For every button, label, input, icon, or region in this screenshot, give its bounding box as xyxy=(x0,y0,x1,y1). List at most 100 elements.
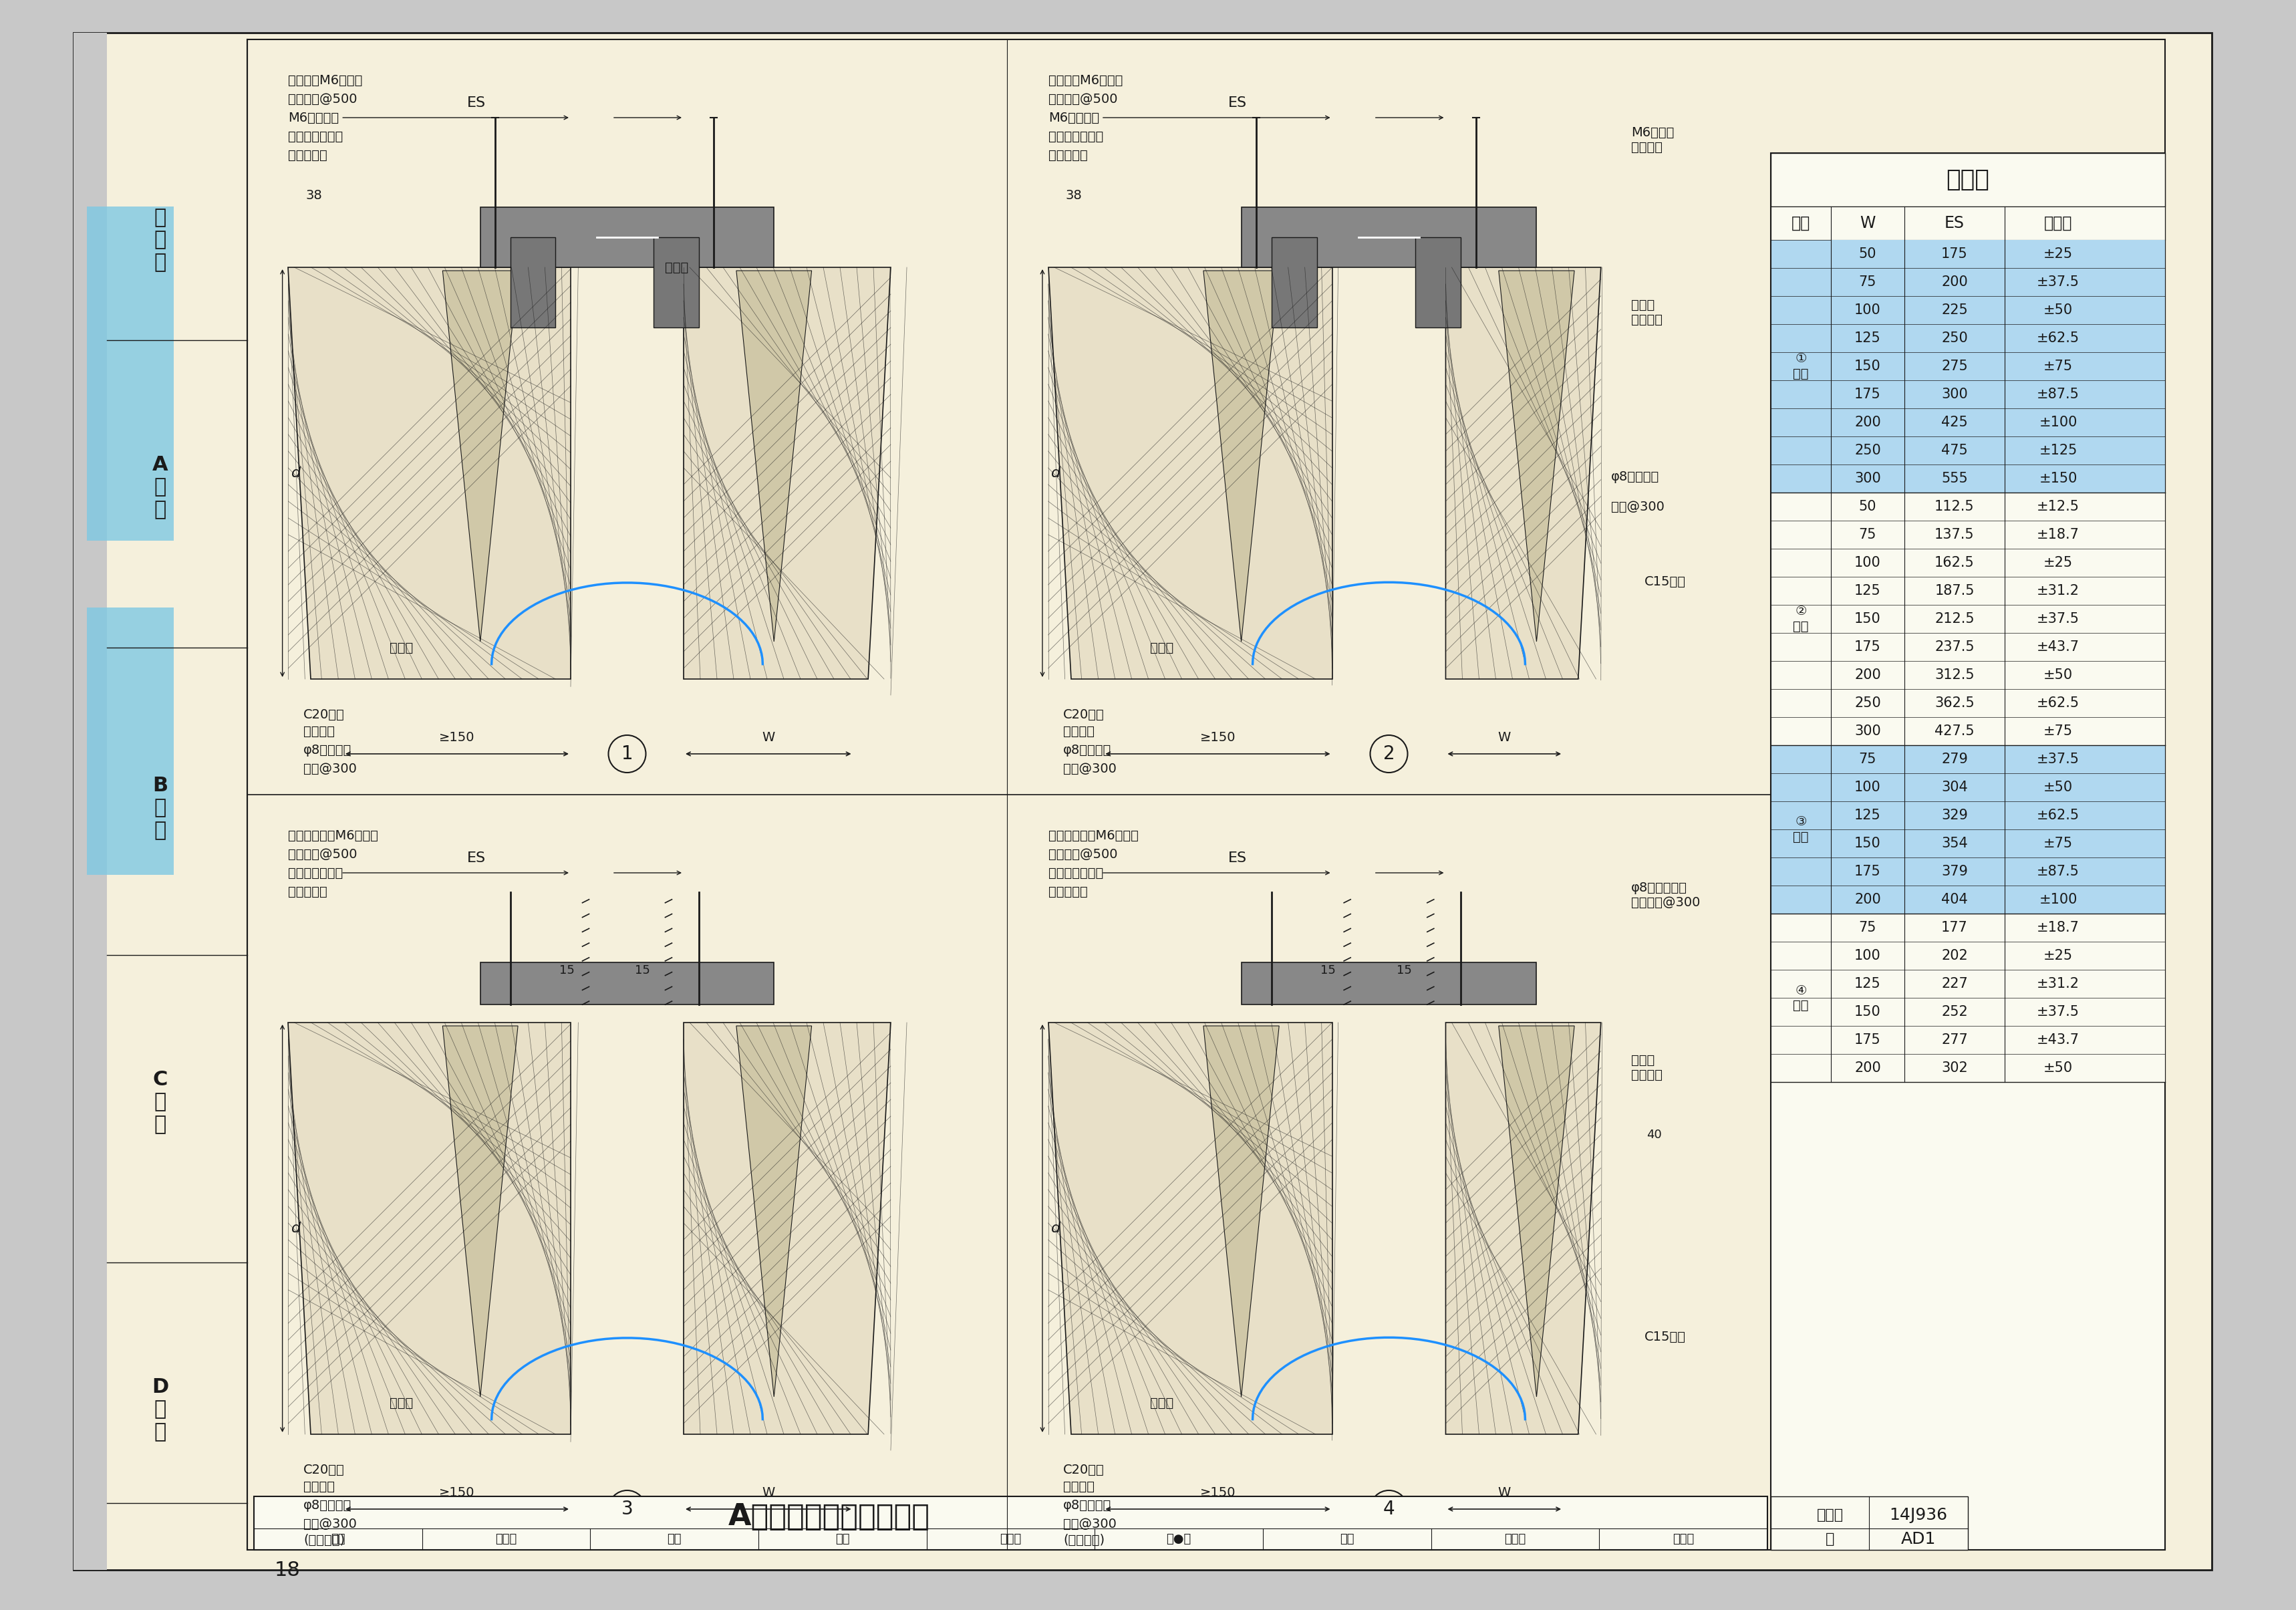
Text: (交错布置): (交错布置) xyxy=(303,1534,344,1547)
Text: ±31.2: ±31.2 xyxy=(2037,584,2078,597)
Bar xyxy=(1770,913,1830,1082)
Text: 18: 18 xyxy=(273,1560,301,1579)
Text: 填缝胶: 填缝胶 xyxy=(664,261,689,274)
Text: 滑杆件用M6不锈钢: 滑杆件用M6不锈钢 xyxy=(289,74,363,87)
Text: ②
角缝: ② 角缝 xyxy=(1793,605,1809,633)
Text: 铝合金中心盖板: 铝合金中心盖板 xyxy=(289,866,342,879)
Text: ES: ES xyxy=(466,97,487,109)
Text: 302: 302 xyxy=(1940,1061,1968,1074)
Text: C
系
列: C 系 列 xyxy=(154,1071,168,1133)
Text: M6不锈钢: M6不锈钢 xyxy=(1630,126,1674,138)
Text: ±43.7: ±43.7 xyxy=(2037,641,2078,654)
Text: ±100: ±100 xyxy=(2039,415,2076,430)
Bar xyxy=(87,206,174,541)
FancyBboxPatch shape xyxy=(73,32,2211,1570)
Text: 75: 75 xyxy=(1857,275,1876,288)
Text: 伸缩量: 伸缩量 xyxy=(2043,216,2071,232)
Bar xyxy=(1770,206,2165,240)
Text: 螺栓紧固@500: 螺栓紧固@500 xyxy=(289,92,358,105)
Text: 范学信: 范学信 xyxy=(1504,1533,1525,1546)
Text: D
系
列: D 系 列 xyxy=(152,1378,170,1441)
Polygon shape xyxy=(1047,267,1332,679)
Text: ±150: ±150 xyxy=(2039,472,2076,485)
Text: ±25: ±25 xyxy=(2043,948,2073,963)
Text: 125: 125 xyxy=(1853,584,1880,597)
Polygon shape xyxy=(1203,1026,1279,1397)
Text: d: d xyxy=(1052,467,1061,480)
Text: 279: 279 xyxy=(1940,752,1968,766)
Text: 427.5: 427.5 xyxy=(1933,724,1975,737)
Polygon shape xyxy=(1444,1022,1600,1435)
Text: 200: 200 xyxy=(1853,668,1880,681)
Text: ±31.2: ±31.2 xyxy=(2037,977,2078,990)
Bar xyxy=(1272,237,1316,327)
Text: 175: 175 xyxy=(1853,388,1880,401)
Text: 4: 4 xyxy=(1382,1501,1394,1518)
Text: 75: 75 xyxy=(1857,921,1876,934)
Text: 铝合金基座: 铝合金基座 xyxy=(1047,148,1086,161)
Text: 404: 404 xyxy=(1940,894,1968,906)
Text: ≥150: ≥150 xyxy=(439,731,475,744)
Bar xyxy=(480,208,774,267)
Text: 15: 15 xyxy=(1320,964,1336,976)
Text: ±18.7: ±18.7 xyxy=(2037,528,2078,541)
Text: 铝合金中心盖板: 铝合金中心盖板 xyxy=(289,130,342,143)
Text: ES: ES xyxy=(1945,216,1963,232)
Text: d: d xyxy=(292,1222,301,1235)
Text: φ8塑料胀锚: φ8塑料胀锚 xyxy=(1063,1499,1111,1512)
Bar xyxy=(1770,493,2165,745)
Polygon shape xyxy=(289,1022,569,1435)
Text: ①
平缝: ① 平缝 xyxy=(1793,353,1809,380)
Polygon shape xyxy=(1499,1026,1575,1397)
Text: C20槽口: C20槽口 xyxy=(1063,1463,1104,1476)
Text: 14J936: 14J936 xyxy=(1890,1507,1947,1523)
Text: 379: 379 xyxy=(1940,865,1968,877)
Text: 150: 150 xyxy=(1853,1005,1880,1019)
Text: 螺栓紧固@500: 螺栓紧固@500 xyxy=(1047,92,1118,105)
Text: C20槽口: C20槽口 xyxy=(303,708,344,721)
Text: φ8塑料胀锚: φ8塑料胀锚 xyxy=(303,1499,351,1512)
Text: 329: 329 xyxy=(1940,808,1968,823)
Text: 1: 1 xyxy=(620,744,634,763)
Text: C15导墙: C15导墙 xyxy=(1644,1330,1685,1343)
Text: 162.5: 162.5 xyxy=(1933,555,1975,570)
Text: 校对: 校对 xyxy=(836,1533,850,1546)
Bar xyxy=(654,237,698,327)
Text: 304: 304 xyxy=(1940,781,1968,794)
Text: 112.5: 112.5 xyxy=(1933,501,1975,514)
Text: ±62.5: ±62.5 xyxy=(2037,332,2078,345)
Text: C20槽口: C20槽口 xyxy=(303,1463,344,1476)
Text: 周祥茵: 周祥茵 xyxy=(496,1533,517,1546)
Bar xyxy=(1770,240,2165,493)
Bar xyxy=(1240,963,1536,1005)
Text: ±62.5: ±62.5 xyxy=(2037,808,2078,823)
Text: 螺栓@300: 螺栓@300 xyxy=(303,763,356,774)
Text: ES: ES xyxy=(1228,97,1247,109)
Text: 图集号: 图集号 xyxy=(1816,1509,1844,1521)
Text: ±100: ±100 xyxy=(2039,894,2076,906)
Text: 200: 200 xyxy=(1940,275,1968,288)
Text: W: W xyxy=(762,731,774,744)
Bar xyxy=(1770,153,2165,206)
Text: 425: 425 xyxy=(1940,415,1968,430)
Text: 277: 277 xyxy=(1940,1034,1968,1046)
Text: 275: 275 xyxy=(1940,359,1968,374)
Text: 175: 175 xyxy=(1940,248,1968,261)
Text: ±50: ±50 xyxy=(2043,1061,2073,1074)
Text: d: d xyxy=(292,467,301,480)
Text: 铝合金中心盖板: 铝合金中心盖板 xyxy=(1047,130,1102,143)
Text: B
系
列: B 系 列 xyxy=(152,776,168,840)
Text: 弹簧滑杆件用M6不锈钢: 弹簧滑杆件用M6不锈钢 xyxy=(289,829,379,842)
Text: W: W xyxy=(1497,731,1511,744)
Text: 墙体见: 墙体见 xyxy=(1630,1053,1653,1066)
Polygon shape xyxy=(1047,1022,1332,1435)
Text: ±25: ±25 xyxy=(2043,248,2073,261)
Text: 止水带: 止水带 xyxy=(390,1396,413,1409)
Text: ④
角缝: ④ 角缝 xyxy=(1793,984,1809,1011)
Text: ≥150: ≥150 xyxy=(1199,1486,1235,1499)
Text: 100: 100 xyxy=(1853,303,1880,317)
Bar xyxy=(1770,745,2165,913)
Bar xyxy=(480,963,774,1005)
Polygon shape xyxy=(289,267,569,679)
Text: 铝合金基座: 铝合金基座 xyxy=(289,148,328,161)
